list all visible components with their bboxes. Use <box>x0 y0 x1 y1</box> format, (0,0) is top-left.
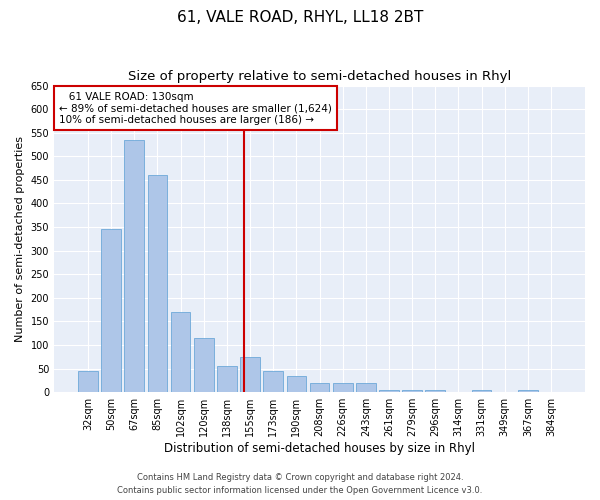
Bar <box>287 376 306 392</box>
Bar <box>333 383 353 392</box>
Text: 61, VALE ROAD, RHYL, LL18 2BT: 61, VALE ROAD, RHYL, LL18 2BT <box>177 10 423 25</box>
Bar <box>101 230 121 392</box>
Text: 61 VALE ROAD: 130sqm
← 89% of semi-detached houses are smaller (1,624)
10% of se: 61 VALE ROAD: 130sqm ← 89% of semi-detac… <box>59 92 332 125</box>
Bar <box>194 338 214 392</box>
Bar <box>425 390 445 392</box>
Title: Size of property relative to semi-detached houses in Rhyl: Size of property relative to semi-detach… <box>128 70 511 83</box>
X-axis label: Distribution of semi-detached houses by size in Rhyl: Distribution of semi-detached houses by … <box>164 442 475 455</box>
Bar <box>263 371 283 392</box>
Bar <box>124 140 144 392</box>
Bar <box>217 366 237 392</box>
Bar <box>379 390 399 392</box>
Y-axis label: Number of semi-detached properties: Number of semi-detached properties <box>15 136 25 342</box>
Bar <box>240 357 260 392</box>
Bar <box>472 390 491 392</box>
Bar <box>78 371 98 392</box>
Bar <box>148 175 167 392</box>
Bar <box>356 383 376 392</box>
Bar <box>518 390 538 392</box>
Bar <box>402 390 422 392</box>
Text: Contains HM Land Registry data © Crown copyright and database right 2024.
Contai: Contains HM Land Registry data © Crown c… <box>118 474 482 495</box>
Bar <box>310 383 329 392</box>
Bar <box>171 312 190 392</box>
